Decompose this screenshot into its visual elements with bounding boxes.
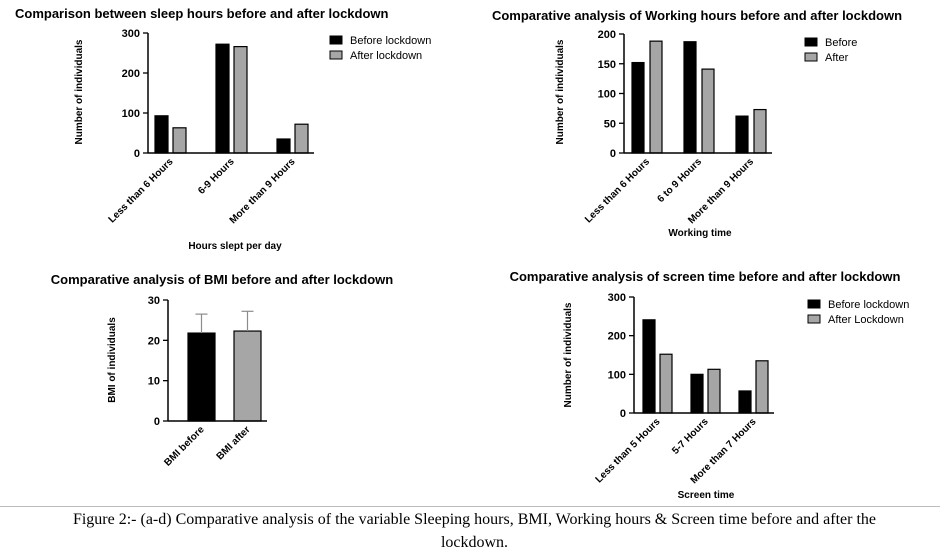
legend-swatch-before — [804, 37, 818, 47]
legend-label-before: Before lockdown — [350, 35, 431, 47]
x-tick-label: Less than 6 Hours — [583, 156, 652, 225]
bar-work-after — [753, 108, 767, 154]
bar-work-after — [701, 68, 715, 154]
y-tick-label: 10 — [148, 376, 160, 388]
y-axis-label: Number of individuals — [563, 302, 574, 407]
bar-screen-after — [707, 368, 721, 414]
x-tick-label: BMI before — [162, 424, 207, 469]
bar-sleep-before — [215, 43, 230, 154]
y-tick-label: 0 — [610, 148, 616, 160]
bar-screen-before — [642, 319, 656, 414]
y-tick-label: 0 — [134, 148, 140, 160]
y-tick-label: 20 — [148, 335, 160, 347]
bar-screen-after — [659, 353, 673, 414]
bar-work-before — [735, 115, 749, 154]
legend-label-after: After lockdown — [350, 50, 422, 62]
bar-sleep-after — [294, 123, 309, 154]
legend-swatch-after — [804, 52, 818, 62]
y-tick-label: 300 — [608, 292, 626, 304]
bar-screen-before — [738, 390, 752, 414]
legend-swatch-after — [807, 314, 821, 324]
x-axis-label: Screen time — [678, 490, 735, 501]
y-axis-label: Number of individuals — [555, 39, 566, 144]
bar-work-before — [683, 41, 697, 154]
y-tick-label: 50 — [604, 118, 616, 130]
bar-bmi-value — [187, 332, 216, 422]
bar-screen-after — [755, 360, 769, 414]
legend-label-before: Before lockdown — [828, 299, 909, 311]
chart-title: Comparative analysis of Working hours be… — [492, 8, 902, 23]
legend-swatch-before — [807, 299, 821, 309]
caption-divider — [0, 506, 940, 507]
bar-bmi-value — [233, 330, 262, 422]
bar-sleep-after — [233, 45, 248, 154]
x-tick-label: 5-7 Hours — [670, 416, 711, 457]
bar-work-after — [649, 40, 663, 154]
legend-label-after: After Lockdown — [828, 314, 904, 326]
x-tick-label: 6 to 9 Hours — [655, 156, 704, 205]
y-tick-label: 150 — [598, 59, 616, 71]
bar-sleep-before — [276, 138, 291, 154]
figure-caption: Figure 2:- (a-d) Comparative analysis of… — [0, 508, 949, 554]
caption-line-1: Figure 2:- (a-d) Comparative analysis of… — [72, 511, 877, 528]
x-tick-label: 6-9 Hours — [196, 156, 237, 197]
y-axis-label: Number of individuals — [74, 39, 85, 144]
y-tick-label: 200 — [608, 331, 626, 343]
caption-line-2: lockdown. — [440, 534, 509, 551]
legend-label-before: Before — [825, 37, 857, 49]
legend-label-after: After — [825, 52, 849, 64]
bar-sleep-before — [154, 115, 169, 154]
y-tick-label: 200 — [598, 29, 616, 41]
chart-title: Comparison between sleep hours before an… — [15, 6, 389, 21]
x-tick-label: Less than 5 Hours — [594, 416, 663, 485]
y-tick-label: 100 — [608, 369, 626, 381]
y-axis-label: BMI of individuals — [107, 317, 118, 403]
y-tick-label: 200 — [122, 68, 140, 80]
chart-title: Comparative analysis of BMI before and a… — [51, 272, 393, 287]
chart-work: Comparative analysis of Working hours be… — [492, 8, 902, 239]
chart-sleep: Comparison between sleep hours before an… — [15, 6, 431, 252]
legend-swatch-after — [329, 50, 343, 60]
y-tick-label: 0 — [154, 416, 160, 428]
chart-screen: Comparative analysis of screen time befo… — [510, 269, 910, 501]
x-tick-label: Less than 6 Hours — [107, 156, 176, 225]
x-axis-label: Hours slept per day — [188, 241, 282, 252]
bar-sleep-after — [172, 127, 187, 154]
legend-swatch-before — [329, 35, 343, 45]
x-tick-label: More than 9 Hours — [228, 156, 298, 226]
x-tick-label: BMI after — [215, 424, 253, 462]
y-tick-label: 300 — [122, 28, 140, 40]
x-axis-label: Working time — [668, 228, 732, 239]
y-tick-label: 100 — [598, 89, 616, 101]
bar-screen-before — [690, 373, 704, 414]
y-tick-label: 30 — [148, 295, 160, 307]
y-tick-label: 100 — [122, 108, 140, 120]
bar-work-before — [631, 61, 645, 154]
chart-title: Comparative analysis of screen time befo… — [510, 269, 901, 284]
chart-bmi: Comparative analysis of BMI before and a… — [51, 272, 393, 469]
y-tick-label: 0 — [620, 408, 626, 420]
